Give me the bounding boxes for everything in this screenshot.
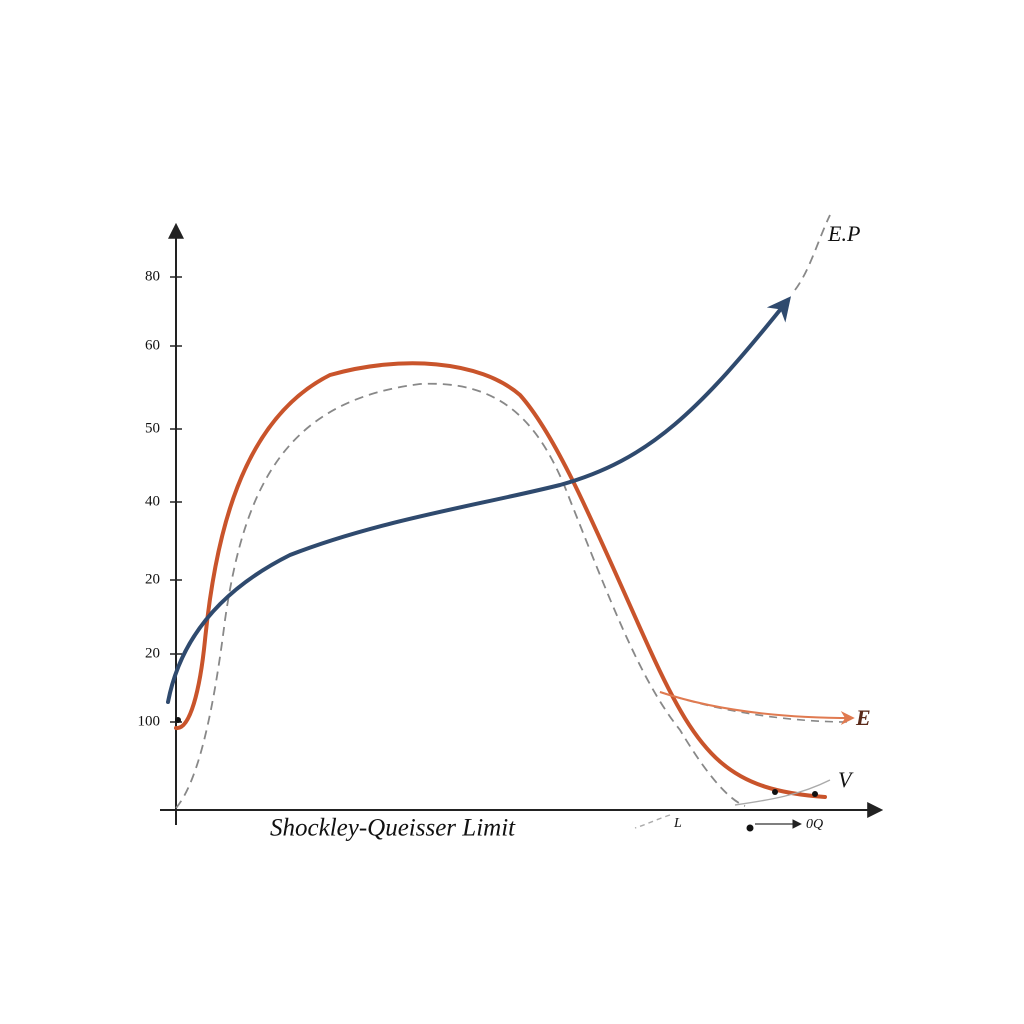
curve-label: V	[838, 767, 854, 792]
y-tick-label: 20	[145, 645, 160, 661]
dashed-extension	[794, 214, 831, 291]
footnote: 0Q	[806, 817, 823, 832]
orange-arrow	[659, 691, 855, 725]
dashed-curve	[175, 382, 746, 809]
y-tick-label: 20	[145, 571, 160, 587]
orange-curve	[174, 361, 827, 799]
title: Shockley-Queisser Limit	[270, 815, 516, 842]
y-tick-label: 80	[145, 268, 160, 284]
point	[175, 717, 181, 723]
sketch-line	[734, 779, 831, 806]
y-tick-label: 60	[145, 337, 160, 353]
y-tick-label: 100	[138, 713, 161, 729]
point	[746, 824, 754, 832]
curve-label: E	[855, 705, 871, 730]
blue-curve	[166, 296, 791, 704]
y-tick-label: 40	[145, 493, 160, 509]
point	[772, 789, 778, 795]
curve-label: E.P	[827, 221, 860, 246]
point	[812, 791, 818, 797]
sketch-line	[634, 814, 671, 829]
y-tick-label: 50	[145, 420, 160, 436]
dashed-branch	[659, 691, 851, 723]
footnote: L	[673, 816, 682, 831]
